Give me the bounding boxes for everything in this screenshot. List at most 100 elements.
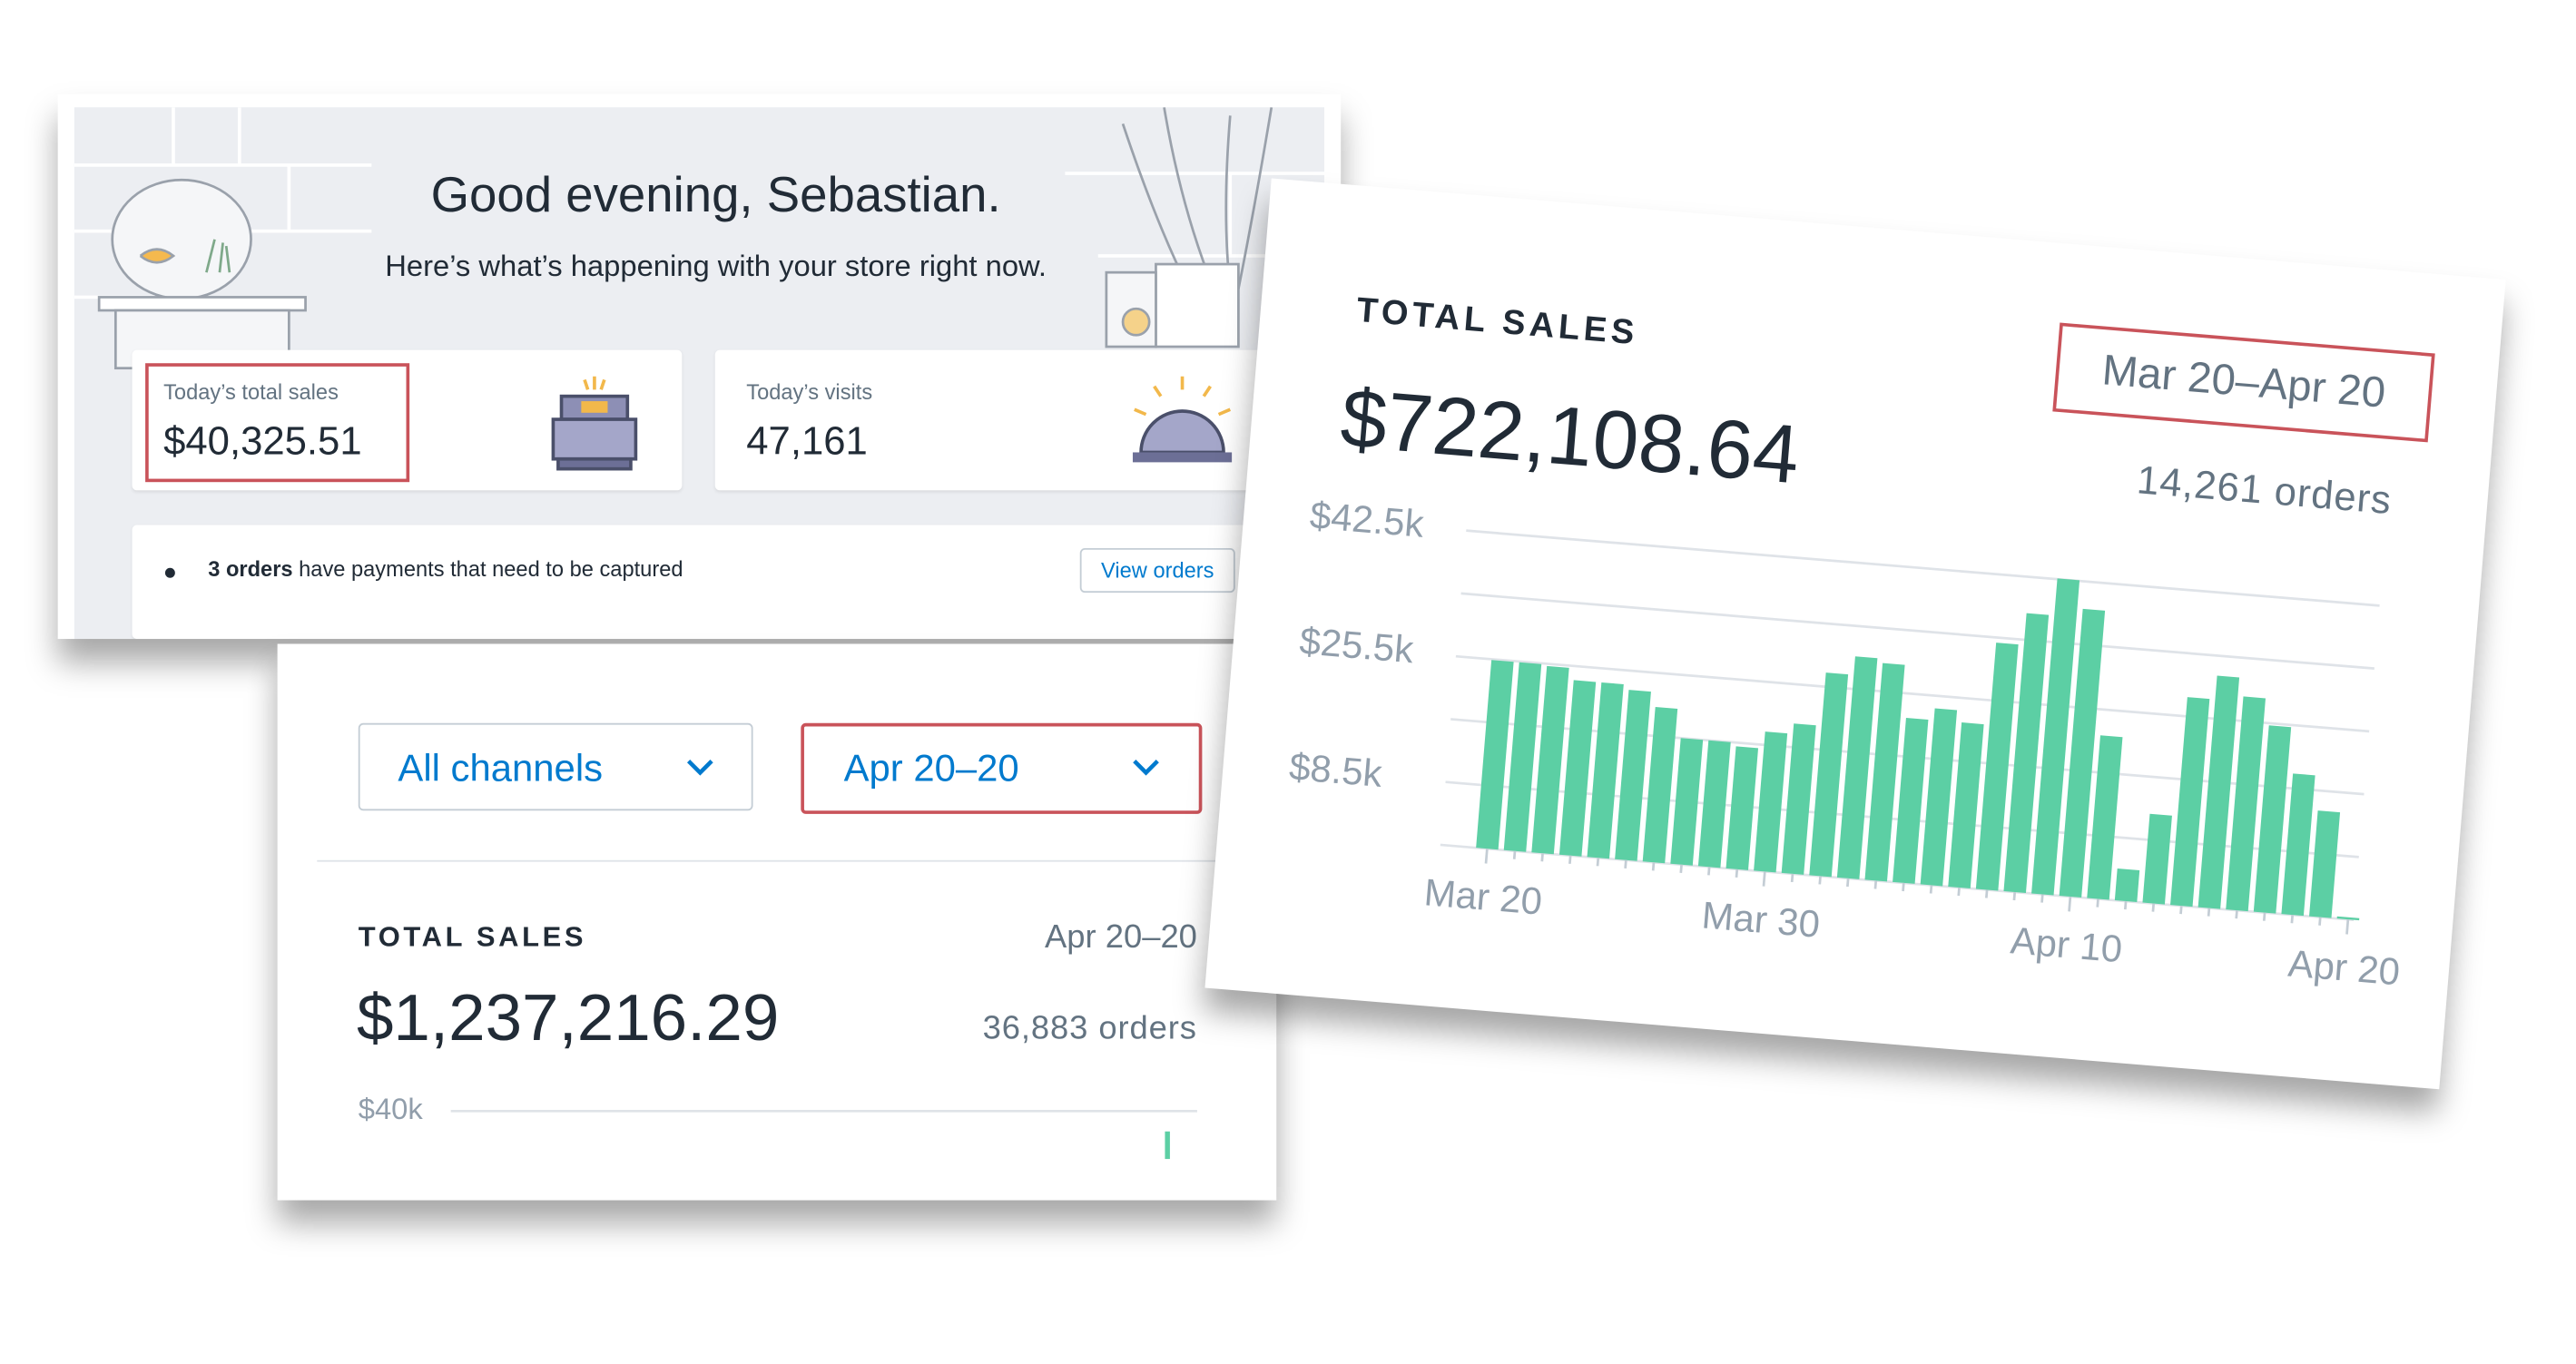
y-tick-label: $42.5k bbox=[1308, 494, 1425, 545]
bar bbox=[2253, 725, 2292, 914]
bar bbox=[1726, 746, 1759, 870]
x-tick bbox=[2262, 912, 2266, 921]
x-tick bbox=[1902, 882, 1905, 892]
greeting: Good evening, Sebastian. bbox=[58, 169, 1342, 225]
tile-label: Today’s total sales bbox=[163, 379, 339, 405]
bar bbox=[2197, 675, 2240, 909]
bar bbox=[1920, 708, 1958, 887]
x-tick bbox=[2012, 891, 2017, 901]
x-tick bbox=[1790, 873, 1794, 883]
bar bbox=[2031, 578, 2080, 896]
bar bbox=[1531, 665, 1569, 855]
x-tick bbox=[1762, 871, 1766, 887]
x-tick bbox=[1512, 850, 1517, 859]
bar bbox=[1754, 731, 1788, 873]
bar bbox=[2114, 868, 2140, 903]
bar bbox=[1781, 723, 1816, 875]
bar bbox=[1503, 662, 1542, 852]
bar bbox=[2087, 735, 2123, 900]
bell-icon bbox=[1132, 376, 1233, 463]
y-tick-label: $8.5k bbox=[1288, 745, 1384, 795]
bar bbox=[1642, 706, 1678, 864]
bar bbox=[2059, 608, 2106, 898]
bullet bbox=[164, 567, 175, 578]
bar bbox=[1836, 656, 1878, 879]
notice-bold: 3 orders bbox=[208, 556, 293, 582]
y-tick-label: $40k bbox=[359, 1092, 424, 1125]
x-tick-label: Mar 20 bbox=[1422, 870, 1544, 923]
x-tick bbox=[1679, 864, 1683, 873]
x-tick bbox=[1707, 867, 1711, 876]
subtitle-text: Here’s what’s happening with your store … bbox=[385, 249, 1047, 283]
bar bbox=[1893, 718, 1929, 884]
x-tick-label: Apr 10 bbox=[2009, 918, 2124, 970]
cash-register-icon bbox=[551, 376, 638, 471]
x-tick bbox=[1818, 876, 1822, 885]
notice: 3 orders have payments that need to be c… bbox=[132, 525, 1310, 640]
tile-label: Today’s visits bbox=[746, 379, 873, 405]
date-dropdown[interactable]: Apr 20–20 bbox=[801, 722, 1203, 814]
bar bbox=[2309, 810, 2341, 918]
x-tick bbox=[2207, 908, 2211, 917]
chevron bbox=[686, 760, 713, 776]
x-tick bbox=[1624, 859, 1627, 868]
home-card: Good evening, Sebastian. Here’s what’s h… bbox=[57, 93, 1342, 640]
bar bbox=[1697, 740, 1731, 868]
dropdown-text: All channels bbox=[398, 746, 604, 790]
orders: 36,883 orders bbox=[982, 1010, 1197, 1047]
bar bbox=[1587, 682, 1624, 859]
bar bbox=[2226, 696, 2266, 912]
sales-chart: $8.5k $25.5k $42.5k Mar 20 Mar 30 Apr 10 Apr 2… bbox=[1288, 494, 2402, 994]
notice-rest: have payments that need to be captured bbox=[292, 556, 683, 582]
card-title: TOTAL SALES bbox=[358, 921, 587, 953]
bar bbox=[1165, 1131, 1170, 1160]
x-tick bbox=[1568, 855, 1572, 864]
total: $1,237,216.29 bbox=[356, 982, 780, 1055]
notice-text: 3 orders have payments that need to be c… bbox=[208, 556, 683, 581]
grid-line bbox=[1466, 529, 2380, 607]
bar bbox=[2281, 773, 2315, 917]
x-tick bbox=[2123, 900, 2128, 910]
bar bbox=[1975, 643, 2019, 891]
visits-tile[interactable]: Today’s visits 47,161 bbox=[714, 349, 1310, 491]
mini-chart: $40k bbox=[359, 1092, 1197, 1160]
x-tick bbox=[1957, 887, 1961, 897]
x-tick bbox=[1929, 885, 1933, 894]
bar bbox=[2003, 613, 2050, 893]
tile-value: $40,325.51 bbox=[163, 419, 362, 465]
bar bbox=[1864, 662, 1905, 882]
x-tick bbox=[2151, 903, 2156, 912]
x-tick bbox=[2096, 898, 2099, 908]
subtitle: Here’s what’s happening with your store … bbox=[58, 250, 1342, 284]
bar bbox=[1670, 738, 1704, 866]
x-tick bbox=[1484, 849, 1489, 864]
channel-dropdown[interactable]: All channels bbox=[358, 722, 753, 811]
x-tick-label: Apr 20 bbox=[2286, 941, 2402, 993]
x-tick bbox=[2290, 915, 2295, 924]
x-tick bbox=[2318, 917, 2322, 926]
bar bbox=[1615, 690, 1651, 861]
bar bbox=[1948, 722, 1984, 888]
x-tick bbox=[2179, 905, 2183, 915]
x-tick bbox=[1846, 878, 1850, 888]
x-tick bbox=[1651, 862, 1656, 871]
dropdown-text: Apr 20–20 bbox=[843, 746, 1019, 790]
y-tick-label: $25.5k bbox=[1298, 619, 1415, 671]
x-tick bbox=[1984, 889, 1989, 898]
bar bbox=[1809, 672, 1849, 878]
sales-card: All channels Apr 20–20 TOTAL SALES Apr 2… bbox=[277, 643, 1277, 1201]
bar bbox=[2336, 916, 2360, 921]
view-orders-button[interactable]: View orders bbox=[1079, 547, 1235, 594]
grid-line bbox=[1460, 592, 2374, 671]
x-tick bbox=[2040, 894, 2044, 903]
x-tick bbox=[2345, 919, 2350, 935]
bar bbox=[1558, 680, 1597, 857]
bar bbox=[2142, 813, 2172, 905]
chevron bbox=[1133, 760, 1159, 776]
x-tick-label: Mar 30 bbox=[1700, 893, 1822, 946]
highlight-box bbox=[145, 363, 410, 483]
tile-value: 47,161 bbox=[746, 419, 868, 465]
zoomed-card: TOTAL SALES $722,108.64 Mar 20–Apr 20 14… bbox=[1204, 178, 2506, 1090]
